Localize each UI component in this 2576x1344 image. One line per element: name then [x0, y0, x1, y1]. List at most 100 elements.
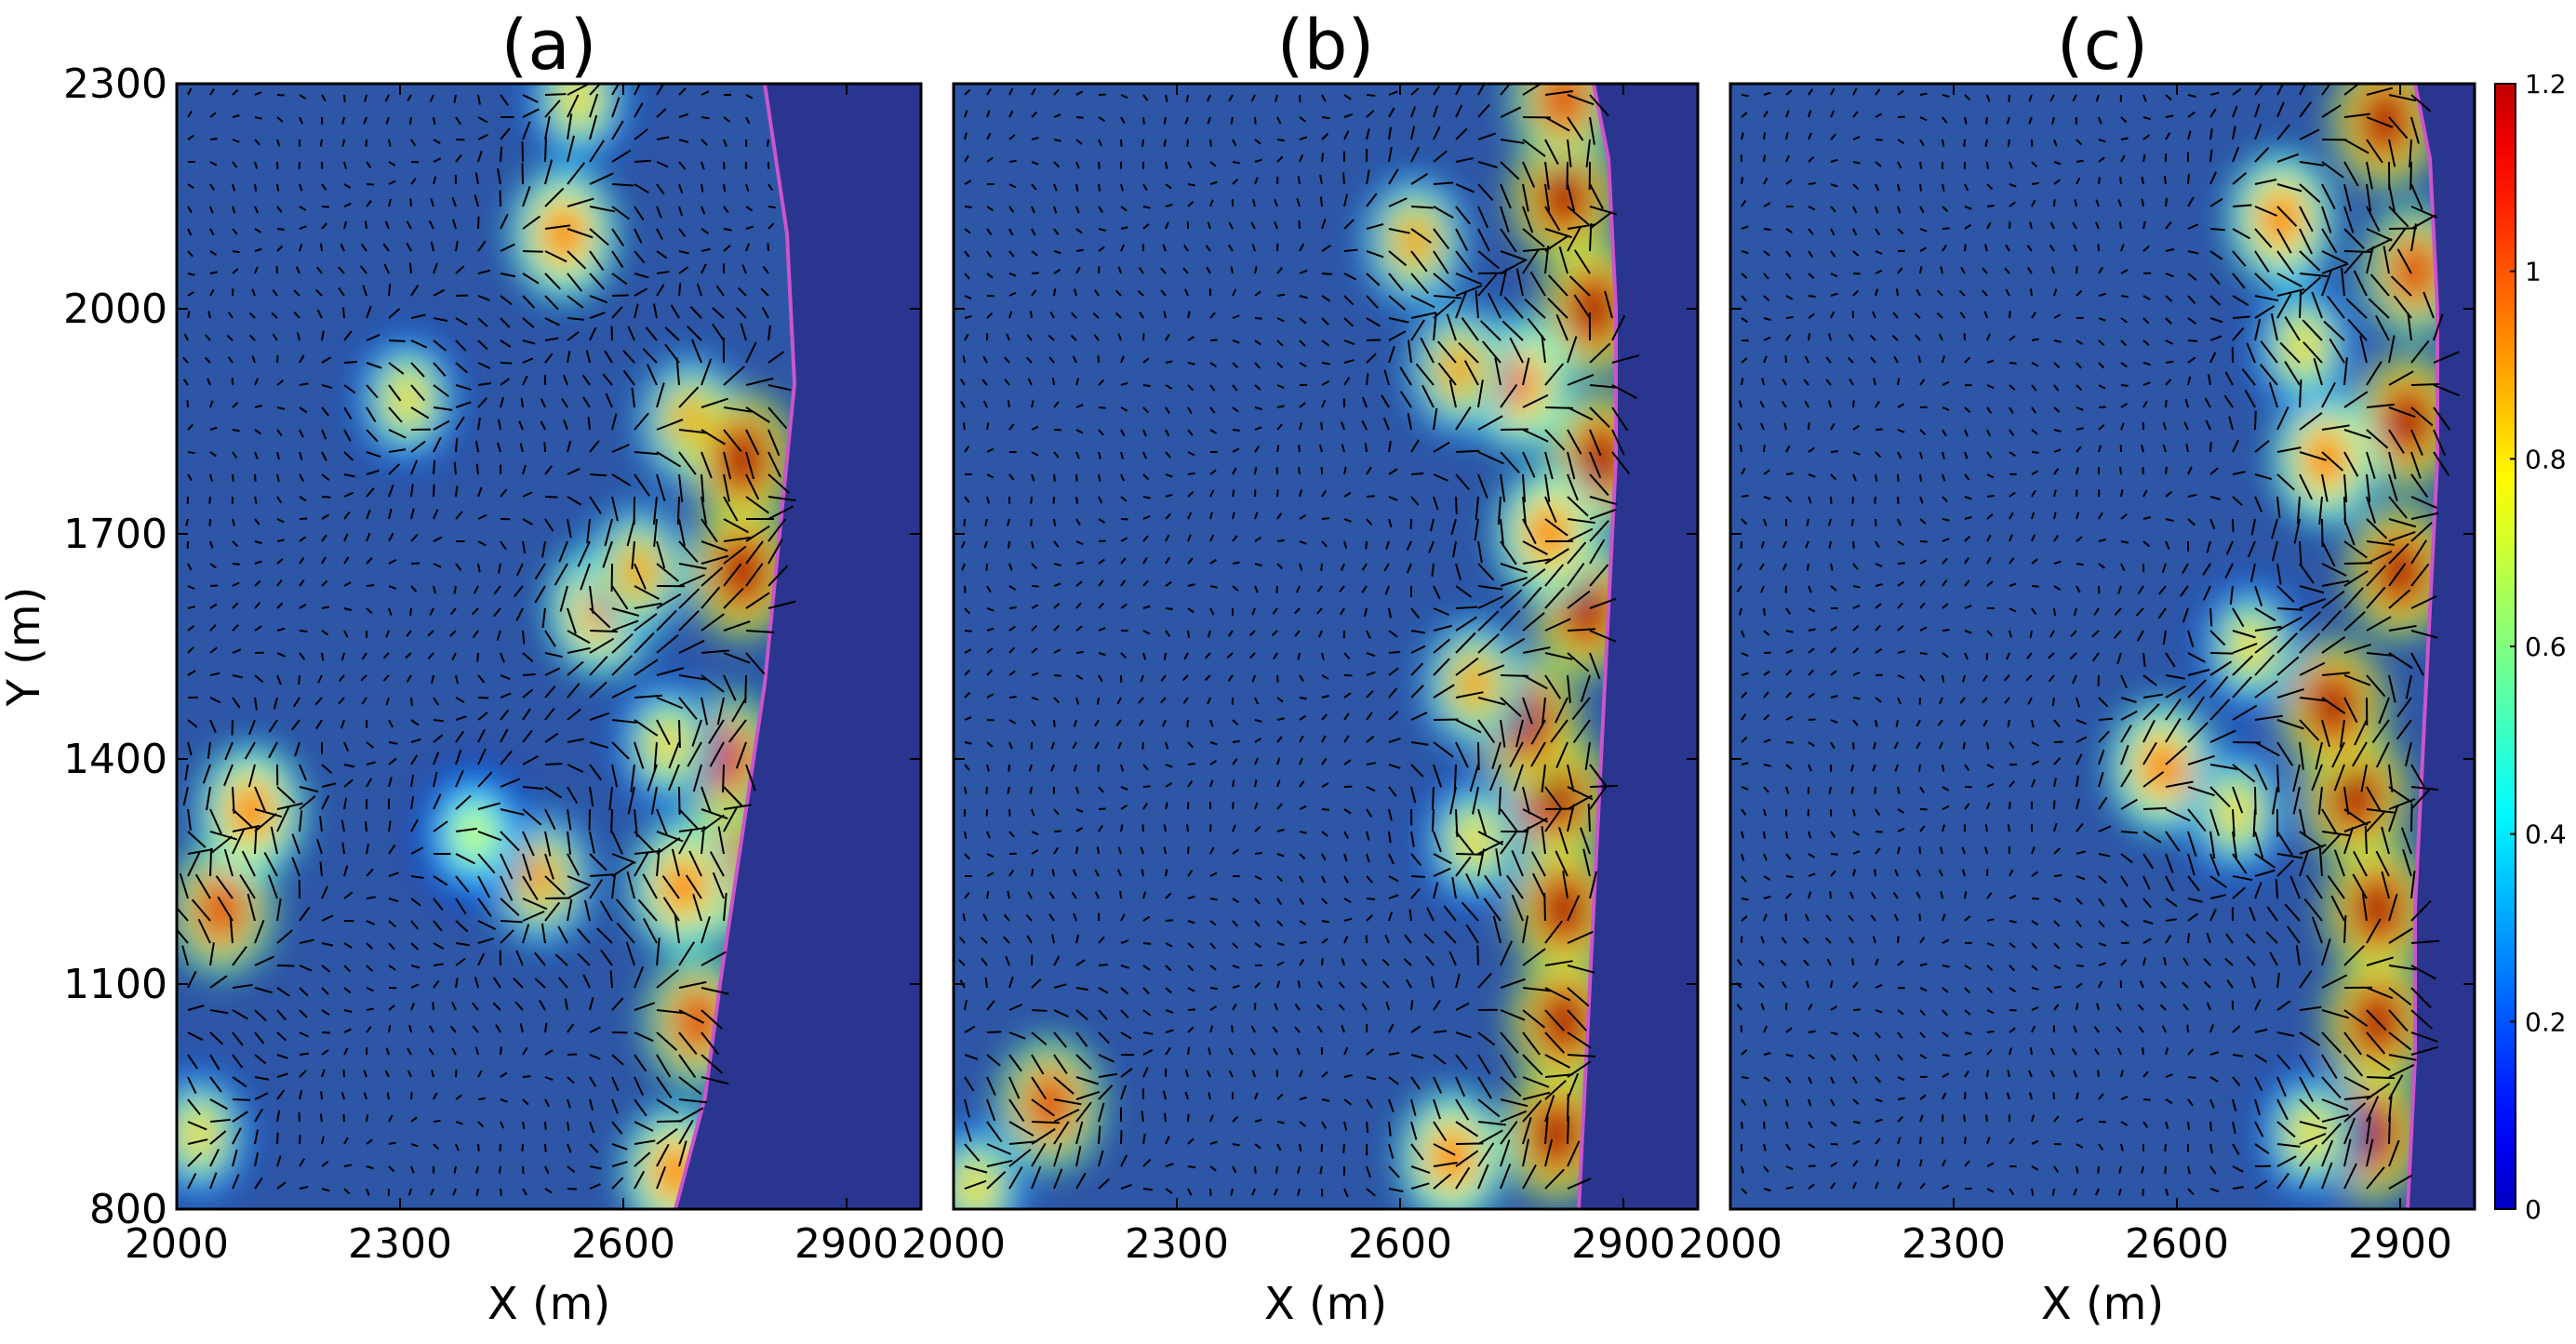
velocity-arrow — [184, 764, 189, 781]
velocity-arrow — [1544, 1138, 1554, 1167]
velocity-arrow — [477, 563, 481, 573]
velocity-arrow — [2007, 1070, 2010, 1078]
velocity-arrow — [2276, 1121, 2296, 1138]
velocity-arrow — [1500, 697, 1522, 718]
velocity-arrow — [1541, 335, 1546, 364]
velocity-arrow — [1098, 627, 1106, 632]
velocity-arrow — [2364, 825, 2368, 855]
velocity-arrow — [2117, 1188, 2122, 1196]
velocity-arrow — [577, 952, 591, 966]
velocity-arrow — [2141, 176, 2144, 185]
velocity-arrow — [1808, 496, 1812, 504]
velocity-arrow — [1232, 467, 1237, 475]
velocity-arrow — [2299, 451, 2327, 461]
velocity-arrow — [433, 436, 442, 453]
velocity-arrow — [709, 741, 725, 767]
velocity-arrow — [1366, 1048, 1375, 1056]
velocity-arrow — [2031, 470, 2039, 475]
velocity-arrow — [299, 764, 307, 781]
velocity-arrow — [1187, 1008, 1196, 1011]
velocity-arrow — [1053, 719, 1056, 727]
velocity-arrow — [2053, 406, 2061, 413]
velocity-arrow — [1589, 451, 1602, 479]
velocity-arrow — [1494, 357, 1502, 386]
velocity-arrow — [1567, 527, 1594, 542]
velocity-arrow — [293, 311, 300, 319]
velocity-arrow — [451, 196, 457, 207]
velocity-arrow — [1808, 718, 1816, 721]
velocity-arrow — [1321, 399, 1327, 408]
velocity-arrow — [475, 463, 479, 475]
velocity-arrow — [2388, 652, 2413, 670]
velocity-arrow — [2120, 513, 2128, 520]
velocity-arrow — [1433, 1076, 1443, 1094]
velocity-arrow — [2299, 206, 2314, 233]
velocity-arrow — [1611, 384, 1637, 399]
velocity-arrow — [1187, 780, 1194, 788]
velocity-arrow — [1897, 1137, 1902, 1145]
velocity-arrow — [1343, 853, 1348, 862]
velocity-arrow — [1008, 311, 1013, 319]
velocity-arrow — [1031, 136, 1039, 140]
velocity-arrow — [1228, 94, 1234, 102]
velocity-arrow — [2096, 1003, 2100, 1011]
velocity-arrow — [678, 941, 696, 966]
velocity-arrow — [1321, 938, 1328, 944]
x-axis-label: X (m) — [487, 1278, 610, 1330]
velocity-arrow — [634, 831, 655, 853]
velocity-arrow — [187, 134, 194, 140]
velocity-arrow — [291, 719, 300, 731]
velocity-arrow — [701, 116, 710, 120]
velocity-arrow — [1808, 1164, 1816, 1167]
velocity-arrow — [1915, 719, 1921, 727]
velocity-arrow — [678, 228, 687, 237]
velocity-arrow — [2388, 518, 2417, 528]
velocity-arrow — [567, 84, 589, 96]
velocity-arrow — [1763, 670, 1770, 676]
velocity-arrow — [1410, 146, 1420, 163]
velocity-arrow — [1522, 183, 1529, 212]
velocity-arrow — [964, 1098, 970, 1118]
velocity-arrow — [2209, 273, 2221, 286]
hotspot-core — [1538, 768, 1575, 825]
velocity-arrow — [1522, 948, 1546, 966]
velocity-arrow — [2410, 652, 2424, 676]
velocity-arrow — [2388, 228, 2407, 252]
velocity-arrow — [1784, 355, 1787, 364]
velocity-arrow — [1544, 587, 1565, 609]
velocity-arrow — [338, 674, 345, 683]
velocity-arrow — [1008, 625, 1016, 632]
velocity-arrow — [1893, 913, 1899, 922]
velocity-arrow — [2209, 1024, 2214, 1033]
velocity-arrow — [1209, 384, 1216, 392]
velocity-arrow — [1075, 473, 1078, 482]
velocity-arrow — [1098, 602, 1105, 609]
velocity-arrow — [1785, 741, 1794, 744]
velocity-arrow — [2407, 313, 2412, 341]
velocity-arrow — [343, 630, 349, 638]
velocity-arrow — [1763, 853, 1768, 861]
velocity-arrow — [1205, 652, 1211, 659]
velocity-arrow — [1142, 535, 1149, 542]
velocity-arrow — [2232, 786, 2244, 814]
velocity-arrow — [1338, 981, 1345, 989]
velocity-arrow — [1433, 206, 1454, 219]
velocity-arrow — [1942, 1072, 1950, 1078]
velocity-arrow — [455, 794, 472, 810]
velocity-arrow — [964, 1121, 972, 1142]
velocity-arrow — [1366, 1121, 1369, 1133]
velocity-arrow — [520, 397, 524, 408]
velocity-arrow — [2276, 273, 2302, 288]
velocity-arrow — [1915, 288, 1921, 297]
velocity-arrow — [1897, 1159, 1901, 1167]
colorbar-tick-label: 0.6 — [2525, 632, 2567, 662]
velocity-arrow — [2299, 697, 2328, 702]
velocity-arrow — [1964, 116, 1968, 125]
velocity-arrow — [499, 1143, 501, 1151]
velocity-arrow — [1163, 116, 1167, 125]
velocity-arrow — [209, 426, 218, 431]
velocity-arrow — [1321, 1071, 1328, 1078]
velocity-arrow — [1299, 674, 1304, 683]
velocity-arrow — [1025, 913, 1033, 922]
velocity-arrow — [589, 140, 605, 163]
